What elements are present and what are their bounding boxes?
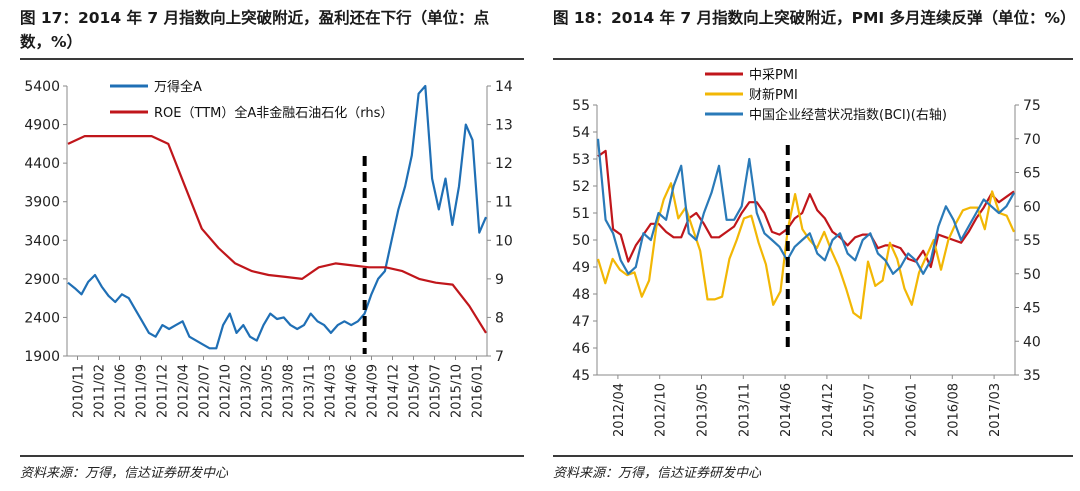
x-tick-label: 2017/03	[988, 383, 1003, 437]
x-tick-label: 2015/04	[408, 364, 423, 418]
top-rule	[20, 58, 524, 60]
y-right-tick-label: 12	[495, 156, 513, 172]
legend-label-2: 中国企业经营状况指数(BCI)(右轴)	[749, 107, 947, 123]
y-right-tick-label: 8	[495, 310, 504, 326]
figure-18-panel: 图 18：2014 年 7 月指数向上突破附近，PMI 多月连续反弹（单位：%）…	[545, 0, 1080, 491]
y-left-tick-label: 51	[572, 206, 590, 222]
x-tick-label: 2015/07	[429, 364, 444, 418]
y-right-tick-label: 9	[495, 272, 504, 288]
y-right-tick-label: 7	[495, 349, 504, 365]
series-line-1	[67, 135, 487, 334]
y-left-tick-label: 2400	[24, 310, 60, 326]
y-left-tick-label: 5400	[24, 79, 60, 95]
x-tick-label: 2014/12	[387, 364, 402, 418]
x-tick-label: 2013/11	[737, 383, 752, 437]
figure-title: 图 17：2014 年 7 月指数向上突破附近，盈利还在下行（单位：点数，%）	[20, 9, 490, 51]
x-tick-label: 2011/09	[135, 364, 150, 418]
y-right-tick-label: 60	[1023, 199, 1041, 215]
y-left-tick-label: 3400	[24, 233, 60, 249]
y-left-tick-label: 47	[572, 314, 590, 330]
series-line-2	[596, 138, 1015, 275]
series-line-0	[597, 149, 1015, 269]
x-tick-label: 2012/10	[219, 364, 234, 418]
x-tick-label: 2012/07	[198, 364, 213, 418]
y-right-tick-label: 55	[1023, 233, 1041, 249]
x-tick-label: 2014/06	[779, 383, 794, 437]
y-left-tick-label: 3900	[24, 195, 60, 211]
x-tick-label: 2015/07	[863, 383, 878, 437]
x-tick-label: 2014/06	[345, 364, 360, 418]
x-tick-label: 2010/11	[72, 364, 87, 418]
x-tick-label: 2013/11	[303, 364, 318, 418]
x-tick-label: 2012/04	[177, 364, 192, 418]
bottom-rule	[20, 455, 524, 457]
y-left-tick-label: 4400	[24, 156, 60, 172]
y-left-tick-label: 55	[572, 98, 590, 114]
x-tick-label: 2012/04	[612, 383, 627, 437]
top-rule	[553, 58, 1073, 60]
y-right-tick-label: 75	[1023, 98, 1041, 114]
y-left-tick-label: 45	[572, 368, 590, 384]
x-tick-label: 2013/02	[240, 364, 255, 418]
figure-title: 图 18：2014 年 7 月指数向上突破附近，PMI 多月连续反弹（单位：%）	[553, 9, 1076, 27]
x-tick-label: 2011/12	[156, 364, 171, 418]
source-note: 资料来源：万得，信达证券研发中心	[553, 466, 762, 481]
y-right-tick-label: 40	[1023, 334, 1041, 350]
y-left-tick-label: 1900	[24, 349, 60, 365]
y-right-tick-label: 10	[495, 233, 513, 249]
chart-18-svg: 45 46 47 48 49 50 51 52 53 54 55 35 40 45 50 55 60 65 70 75…	[572, 68, 1041, 437]
y-right-tick-label: 70	[1023, 132, 1041, 148]
y-left-tick-label: 53	[572, 152, 590, 168]
x-tick-label: 2016/01	[905, 383, 920, 437]
x-tick-label: 2016/08	[946, 383, 961, 437]
series-line-0	[67, 84, 488, 350]
legend-label-1: 财新PMI	[749, 87, 798, 103]
x-tick-label: 2012/10	[654, 383, 669, 437]
y-left-tick-label: 2900	[24, 272, 60, 288]
y-right-tick-label: 45	[1023, 301, 1041, 317]
chart-17-svg: 1900 2400 2900 3400 3900 4400 4900 5400 7 8 9 10 11 1…	[24, 79, 513, 418]
x-tick-label: 2014/03	[324, 364, 339, 418]
y-right-tick-label: 50	[1023, 267, 1041, 283]
x-tick-label: 2016/01	[471, 364, 486, 418]
y-left-tick-label: 49	[572, 260, 590, 276]
y-left-tick-label: 48	[572, 287, 590, 303]
bottom-rule	[553, 455, 1073, 457]
y-left-tick-label: 46	[572, 341, 590, 357]
series-line-1	[596, 182, 1016, 320]
x-tick-label: 2011/06	[114, 364, 129, 418]
x-tick-label: 2013/05	[696, 383, 711, 437]
figure-17-panel: 图 17：2014 年 7 月指数向上突破附近，盈利还在下行（单位：点数，%） …	[0, 0, 524, 491]
y-right-tick-label: 13	[495, 118, 513, 134]
y-right-tick-label: 65	[1023, 166, 1041, 182]
y-left-tick-label: 52	[572, 179, 590, 195]
y-right-tick-label: 11	[495, 195, 513, 211]
y-left-tick-label: 50	[572, 233, 590, 249]
y-right-tick-label: 14	[495, 79, 513, 95]
y-right-tick-label: 35	[1023, 368, 1041, 384]
y-left-tick-label: 54	[572, 125, 590, 141]
source-note: 资料来源：万得，信达证券研发中心	[20, 466, 229, 481]
x-tick-label: 2013/08	[282, 364, 297, 418]
legend-label-1: ROE（TTM）全A非金融石油石化（rhs）	[154, 105, 393, 121]
y-left-tick-label: 4900	[24, 118, 60, 134]
legend-label-0: 万得全A	[154, 79, 202, 95]
x-tick-label: 2015/10	[450, 364, 465, 418]
x-tick-label: 2014/09	[366, 364, 381, 418]
x-tick-label: 2014/12	[821, 383, 836, 437]
legend-label-0: 中采PMI	[749, 68, 798, 83]
x-tick-label: 2013/05	[261, 364, 276, 418]
x-tick-label: 2011/02	[93, 364, 108, 418]
